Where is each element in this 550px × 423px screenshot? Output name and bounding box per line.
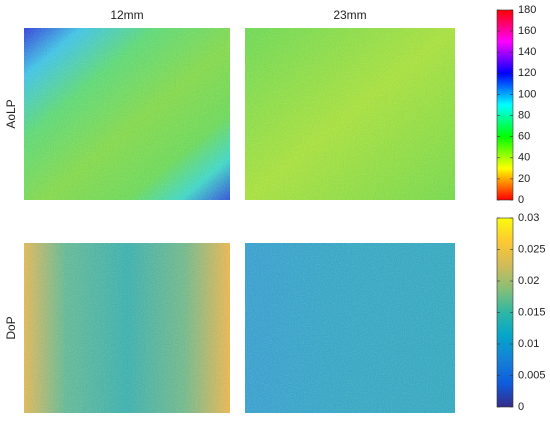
tick-label: 0.015 xyxy=(518,306,546,318)
tick-label: 80 xyxy=(518,109,530,121)
tick-label: 100 xyxy=(518,88,536,100)
image-panel xyxy=(24,28,230,200)
row-label: AoLP xyxy=(4,99,18,128)
tick-label: 180 xyxy=(518,4,536,16)
row-label: DoP xyxy=(4,316,18,339)
colorbar xyxy=(496,9,514,201)
tick-label: 60 xyxy=(518,131,530,143)
tick-label: 0 xyxy=(518,194,524,206)
tick-label: 0.025 xyxy=(518,243,546,255)
image-panel xyxy=(245,243,455,413)
tick-label: 0.03 xyxy=(518,212,539,224)
tick-label: 20 xyxy=(518,173,530,185)
tick-label: 40 xyxy=(518,152,530,164)
image-panel xyxy=(24,243,230,413)
tick-label: 120 xyxy=(518,67,536,79)
tick-label: 0.005 xyxy=(518,369,546,381)
tick-label: 0.02 xyxy=(518,275,539,287)
image-panel xyxy=(245,28,455,200)
tick-label: 0.01 xyxy=(518,338,539,350)
column-title: 23mm xyxy=(333,8,366,22)
column-title: 12mm xyxy=(110,8,143,22)
tick-label: 0 xyxy=(518,401,524,413)
tick-label: 160 xyxy=(518,25,536,37)
tick-label: 140 xyxy=(518,46,536,58)
